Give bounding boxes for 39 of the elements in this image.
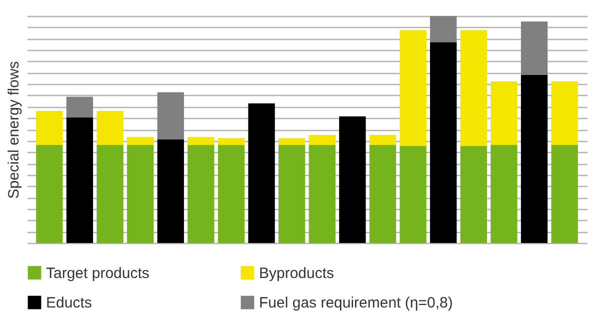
bar — [127, 136, 154, 145]
bar — [36, 110, 63, 145]
bar — [278, 138, 306, 145]
bar — [218, 144, 245, 243]
bar — [551, 81, 578, 145]
legend-label: Target products — [46, 264, 150, 282]
bar — [430, 16, 457, 42]
bar — [430, 42, 457, 243]
bar — [339, 116, 366, 243]
bar — [96, 144, 124, 243]
bar — [188, 136, 214, 145]
bar — [66, 117, 94, 243]
bar — [520, 21, 548, 76]
bar — [36, 144, 63, 243]
bar — [490, 144, 518, 243]
bar — [520, 75, 548, 243]
bar — [400, 146, 426, 243]
bar — [66, 96, 94, 118]
bar — [308, 134, 336, 145]
bar — [248, 103, 275, 243]
bar — [218, 138, 245, 145]
bar — [278, 144, 306, 243]
bar — [157, 139, 184, 243]
bar — [460, 30, 487, 146]
bar — [188, 144, 214, 243]
legend-label: Fuel gas requirement (η=0,8) — [259, 294, 453, 312]
bar — [369, 144, 396, 243]
bar — [96, 110, 124, 145]
bar — [400, 30, 426, 146]
bar — [369, 134, 396, 145]
bar — [551, 144, 578, 243]
legend-label: Educts — [46, 294, 92, 312]
bar — [490, 81, 518, 145]
y-axis-title: Special energy flows — [6, 61, 22, 199]
bar — [127, 144, 154, 243]
bar — [308, 144, 336, 243]
bar — [460, 146, 487, 243]
bar — [157, 92, 184, 140]
legend-label: Byproducts — [259, 264, 334, 282]
